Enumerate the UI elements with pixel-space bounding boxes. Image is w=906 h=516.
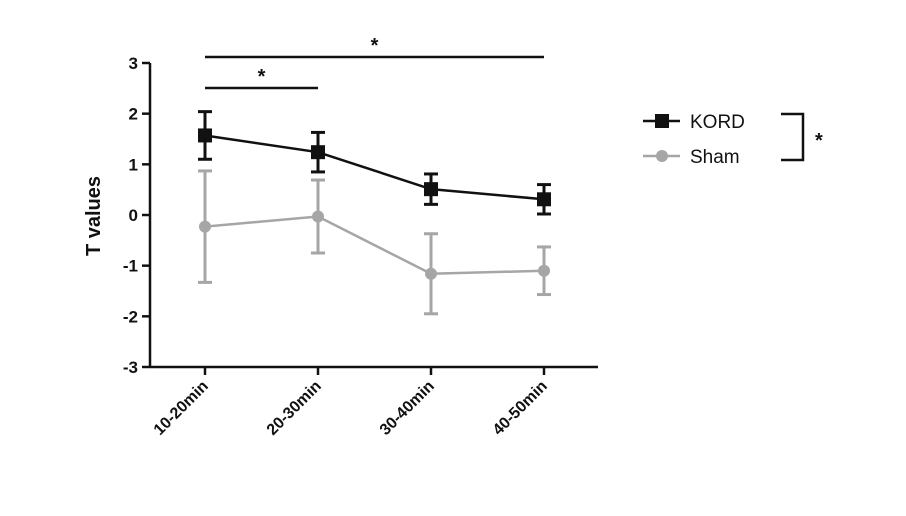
data-point	[199, 220, 211, 233]
data-point	[538, 264, 550, 277]
legend-marker	[656, 150, 668, 162]
x-tick-label: 10-20min	[151, 378, 212, 439]
series-kord	[198, 110, 551, 216]
legend-item-sham: Sham	[643, 147, 740, 168]
legend-bracket-star: *	[815, 130, 823, 152]
y-tick-label: -1	[123, 257, 138, 276]
data-point	[311, 145, 325, 160]
data-point	[198, 128, 212, 143]
significance-annotations: **	[205, 35, 544, 90]
data-point	[537, 192, 551, 207]
significance-star: *	[371, 35, 379, 57]
y-axis-title: T values	[83, 176, 105, 256]
data-point	[312, 210, 324, 223]
legend: KORD Sham *	[643, 112, 823, 168]
y-tick-label: 0	[129, 206, 138, 225]
legend-bracket	[781, 112, 805, 162]
series-line	[204, 134, 545, 201]
data-point	[424, 182, 438, 197]
legend-label: KORD	[690, 112, 745, 133]
legend-label: Sham	[690, 147, 740, 168]
legend-marker	[655, 114, 669, 128]
y-tick-label: -2	[123, 307, 138, 326]
series-line	[204, 215, 545, 276]
legend-item-kord: KORD	[643, 112, 745, 133]
data-point	[425, 267, 437, 280]
significance-star: *	[258, 66, 266, 88]
y-tick-label: -3	[123, 358, 138, 377]
y-tick-label: 2	[129, 105, 138, 124]
x-tick-label: 40-50min	[490, 378, 551, 439]
y-tick-label: 1	[129, 155, 138, 174]
plot-area	[198, 110, 551, 316]
axes: 3 2 1 0 -1 -2 -3 10-20min 20-30min 30-40min 40-50m…	[123, 54, 598, 439]
x-tick-label: 20-30min	[264, 378, 325, 439]
x-tick-label: 30-40min	[377, 378, 438, 439]
series-sham	[198, 169, 551, 316]
y-tick-label: 3	[129, 54, 138, 73]
